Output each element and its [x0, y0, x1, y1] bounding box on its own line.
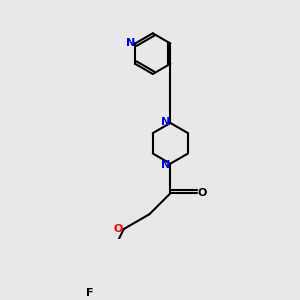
Text: N: N	[161, 160, 170, 170]
Text: F: F	[86, 288, 94, 298]
Text: N: N	[161, 117, 170, 127]
Text: O: O	[198, 188, 207, 198]
Text: O: O	[114, 224, 123, 234]
Text: N: N	[126, 38, 135, 47]
